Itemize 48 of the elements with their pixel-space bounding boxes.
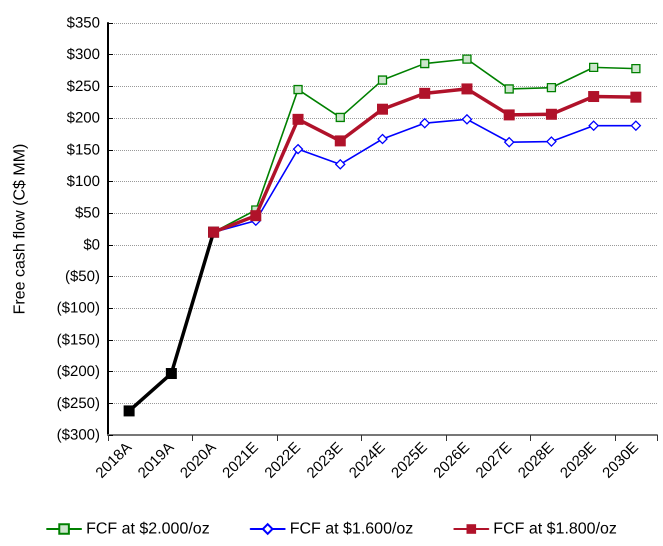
point (461, 83, 472, 94)
y-tick-label: $300 (66, 46, 100, 64)
y-tick-label: ($300) (56, 426, 100, 444)
point (588, 120, 599, 131)
point (504, 84, 514, 94)
y-tick-label: $0 (83, 236, 100, 254)
point (377, 134, 388, 144)
point (250, 210, 262, 222)
point (462, 54, 472, 64)
point (630, 120, 642, 131)
legend-label: FCF at $1.600/oz (290, 520, 414, 538)
y-tick-label: ($200) (56, 363, 100, 380)
point (504, 137, 514, 148)
point (292, 114, 304, 125)
y-tick-label: $200 (66, 110, 100, 127)
point (462, 114, 472, 124)
y-tick-label: $350 (66, 14, 100, 32)
point (378, 75, 388, 85)
point (420, 118, 430, 128)
point (419, 88, 430, 99)
point (335, 159, 346, 170)
point (546, 108, 557, 120)
point (336, 112, 345, 122)
point (589, 62, 598, 72)
y-tick-label: $100 (66, 172, 100, 190)
point (166, 368, 177, 380)
y-tick-label: $250 (66, 78, 100, 95)
legend-label: FCF at $1.800/oz (493, 520, 617, 538)
point (588, 91, 600, 102)
y-tick-label: ($150) (56, 331, 100, 348)
point (377, 104, 388, 115)
point (292, 144, 304, 154)
y-tick-label: ($250) (56, 394, 100, 412)
y-tick-label: $150 (66, 141, 100, 158)
point (420, 58, 430, 68)
y-tick-label: $50 (74, 204, 100, 222)
point (546, 83, 556, 92)
point (334, 135, 346, 146)
point (630, 92, 642, 103)
y-tick-label: ($50) (64, 268, 100, 286)
y-axis-title: Free cash flow (C$ MM) (12, 144, 28, 314)
point (124, 405, 135, 416)
point (631, 64, 641, 74)
point (504, 109, 515, 120)
point (293, 84, 303, 94)
legend-label: FCF at $2.000/oz (86, 520, 210, 538)
point (546, 136, 557, 147)
y-tick-label: ($100) (56, 300, 100, 317)
